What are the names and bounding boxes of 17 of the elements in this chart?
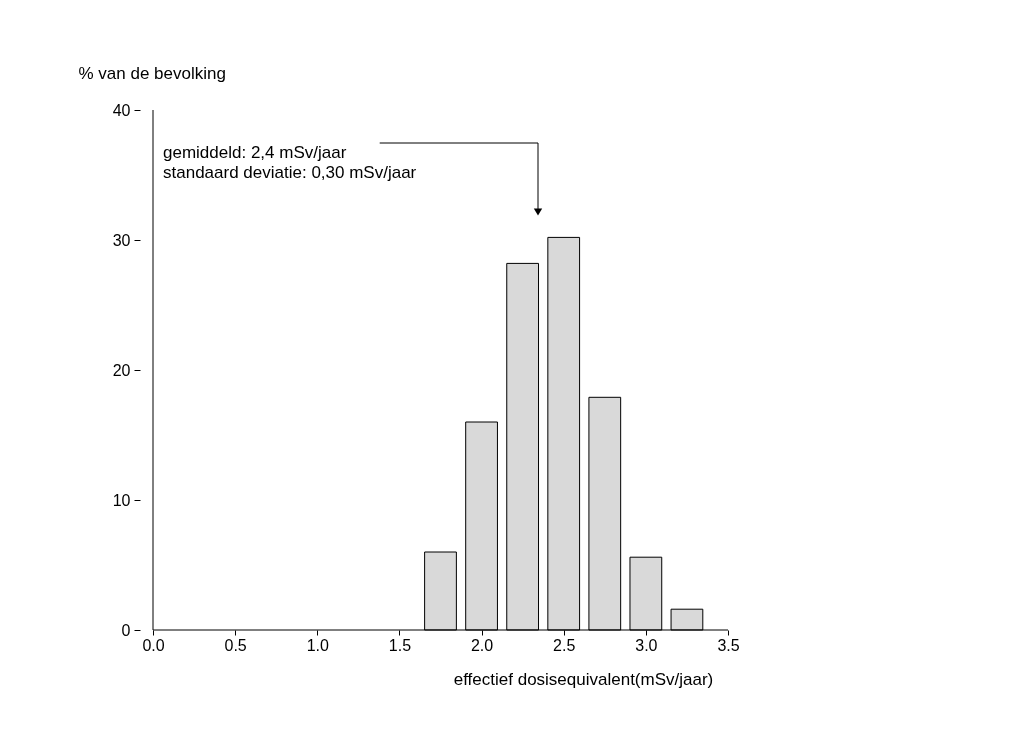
- x-tick-label: 3.0: [635, 636, 658, 654]
- y-tick-label: 20: [112, 361, 131, 379]
- y-tick-label: 10: [112, 491, 131, 509]
- x-tick-label: 2.5: [553, 636, 576, 654]
- y-tick-label: 40: [112, 101, 131, 119]
- x-tick-label: 3.5: [717, 636, 740, 654]
- y-tick-label: 30: [112, 231, 131, 249]
- x-axis-title: effectief dosisequivalent(mSv/jaar): [453, 669, 714, 689]
- x-tick-label: 2.0: [470, 636, 494, 654]
- x-tick-label: 0.0: [142, 636, 165, 654]
- y-tick-label: 0: [121, 621, 131, 639]
- annotation: gemiddeld: 2,4 mSv/jaar: [163, 143, 347, 162]
- x-tick-label: 1.0: [306, 636, 329, 654]
- x-tick-label: 1.5: [388, 636, 412, 654]
- x-tick-label: 0.5: [224, 636, 247, 654]
- y-axis-title: % van de bevolking: [78, 63, 226, 83]
- annotation: standaard deviatie: 0,30 mSv/jaar: [163, 163, 417, 182]
